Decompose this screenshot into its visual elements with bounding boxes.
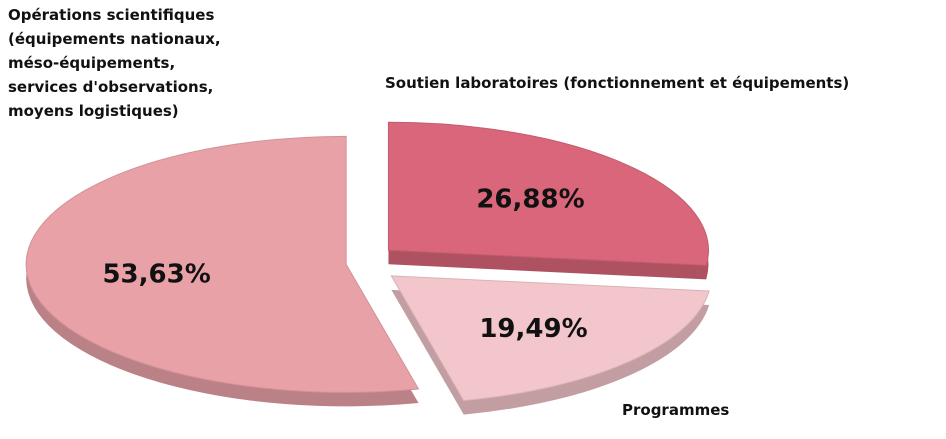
value-label: 53,63% xyxy=(102,259,210,289)
category-label: Soutien laboratoires (fonctionnement et … xyxy=(385,74,849,92)
category-label-line: Opérations scientifiques xyxy=(8,6,214,24)
category-label: Programmes xyxy=(622,401,729,419)
category-label-line: Programmes xyxy=(622,401,729,419)
category-label-line: Soutien laboratoires (fonctionnement et … xyxy=(385,74,849,92)
category-label-line: (équipements nationaux, xyxy=(8,30,221,48)
category-label: Opérations scientifiques (équipements nat… xyxy=(8,6,221,120)
pie-slice xyxy=(390,275,710,402)
value-label: 19,49% xyxy=(479,314,587,344)
value-label: 26,88% xyxy=(476,185,584,215)
category-label-line: méso-équipements, xyxy=(8,54,175,72)
category-label-line: services d'observations, xyxy=(8,78,213,96)
pie-slice xyxy=(25,135,420,393)
pie-slice xyxy=(387,121,709,266)
category-label-line: moyens logistiques) xyxy=(8,102,179,120)
